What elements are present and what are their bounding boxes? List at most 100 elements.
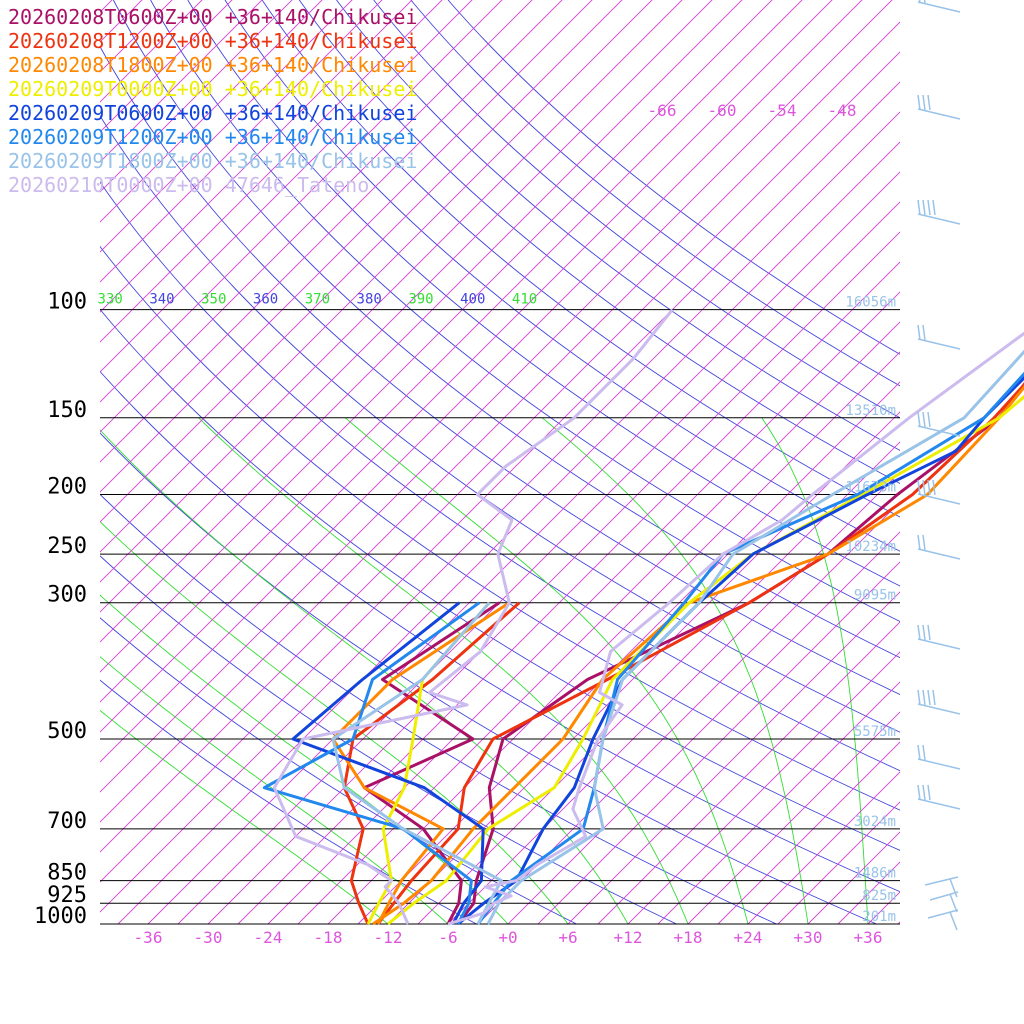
pressure-label: 925 bbox=[47, 883, 87, 908]
temperature-tick-label: +18 bbox=[674, 928, 703, 947]
isotherm-line bbox=[100, 0, 653, 553]
isotherm-line bbox=[177, 201, 900, 924]
wind-barb bbox=[917, 199, 961, 225]
isotherm-line bbox=[267, 291, 900, 924]
dry-adiabat-line bbox=[447, 0, 900, 355]
isotherm-line bbox=[1018, 0, 1024, 924]
isotherm-line bbox=[958, 0, 1024, 924]
legend: 20260208T0600Z+00 +36+140/Chikusei 202602… bbox=[8, 5, 417, 197]
pressure-label: 850 bbox=[47, 861, 87, 886]
isotherm-line bbox=[100, 0, 293, 193]
isotherm-line bbox=[777, 801, 900, 924]
temperature-profile bbox=[476, 371, 1024, 925]
isotherm-line bbox=[597, 621, 900, 924]
wind-barb bbox=[917, 784, 961, 810]
legend-entry: 20260208T1800Z+00 +36+140/Chikusei bbox=[8, 53, 417, 77]
temperature-tick-label: -18 bbox=[314, 928, 343, 947]
isotherm-line bbox=[627, 651, 900, 924]
wind-barb bbox=[924, 876, 959, 898]
isotherm-line bbox=[537, 561, 900, 924]
isotherm-line bbox=[297, 321, 900, 924]
pressure-label: 700 bbox=[47, 809, 87, 834]
temperature-tick-label: -66 bbox=[648, 101, 677, 120]
pressure-label: 250 bbox=[47, 534, 87, 559]
height-label: 5575m bbox=[854, 724, 896, 740]
isotherm-lines bbox=[0, 0, 1024, 924]
legend-entry: 20260209T1200Z+00 +36+140/Chikusei bbox=[8, 125, 417, 149]
wind-barb bbox=[917, 94, 961, 120]
isotherm-line bbox=[100, 0, 593, 493]
pressure-label: 500 bbox=[47, 719, 87, 744]
theta-label: 370 bbox=[305, 292, 330, 308]
isotherm-line bbox=[100, 111, 900, 913]
dewpoint-profile bbox=[262, 601, 481, 925]
legend-entry: 20260209T0000Z+00 +36+140/Chikusei bbox=[8, 77, 417, 101]
isotherm-line bbox=[100, 0, 893, 793]
dewpoint-profile bbox=[366, 601, 491, 925]
legend-entry: 20260210T0000Z+00 47646_Tateno bbox=[8, 173, 369, 197]
theta-label: 390 bbox=[408, 292, 433, 308]
wind-barb bbox=[917, 479, 961, 505]
moist-adiabat-line bbox=[100, 709, 389, 924]
dewpoint-profile bbox=[272, 308, 674, 925]
moist-adiabat-line bbox=[100, 594, 509, 924]
isotherm-line bbox=[100, 0, 413, 313]
isotherm-line bbox=[100, 81, 900, 883]
dry-adiabat-line bbox=[113, 0, 900, 659]
wind-barb bbox=[917, 689, 961, 715]
isotherm-line bbox=[207, 231, 900, 924]
dewpoint-profile bbox=[342, 601, 521, 925]
dry-adiabat-line bbox=[187, 0, 900, 587]
moist-adiabat-line bbox=[761, 417, 869, 924]
pressure-label: 1000 bbox=[34, 904, 87, 929]
isotherm-line bbox=[0, 0, 4, 924]
isotherm-line bbox=[567, 591, 900, 924]
isotherm-line bbox=[447, 471, 900, 924]
isotherm-line bbox=[897, 921, 900, 924]
theta-label: 340 bbox=[149, 292, 174, 308]
dry-adiabat-line bbox=[298, 0, 900, 484]
temperature-profile bbox=[486, 349, 1024, 925]
pressure-label: 100 bbox=[47, 290, 87, 315]
isotherm-line bbox=[100, 0, 443, 343]
wind-barbs bbox=[917, 0, 961, 931]
temperature-tick-label: +24 bbox=[734, 928, 763, 947]
isotherm-line bbox=[100, 0, 623, 523]
sounding-profiles bbox=[262, 308, 1024, 926]
wind-barb bbox=[917, 0, 961, 13]
height-label: 9095m bbox=[854, 588, 896, 604]
temperature-profile bbox=[457, 375, 1024, 926]
theta-label: 360 bbox=[253, 292, 278, 308]
dry-adiabat-line bbox=[100, 245, 900, 811]
temperature-tick-label: +0 bbox=[498, 928, 517, 947]
isotherm-line bbox=[100, 0, 713, 613]
dewpoint-profile bbox=[331, 601, 503, 925]
dry-adiabat-line bbox=[100, 432, 877, 924]
isotherm-line bbox=[100, 0, 533, 433]
height-label: 1486m bbox=[854, 866, 896, 882]
dry-adiabat-line bbox=[224, 0, 900, 552]
moist-adiabat-line bbox=[541, 417, 809, 924]
dry-adiabat-line bbox=[100, 115, 900, 733]
isotherm-line bbox=[100, 0, 473, 373]
temperature-tick-label: -54 bbox=[768, 101, 797, 120]
wind-barb bbox=[917, 534, 961, 560]
temperature-profile bbox=[372, 385, 1024, 926]
temperature-tick-label: +12 bbox=[614, 928, 643, 947]
isotherm-line bbox=[100, 0, 803, 703]
isotherm-line bbox=[100, 0, 353, 253]
theta-label: 400 bbox=[460, 292, 485, 308]
isotherm-line bbox=[100, 0, 743, 643]
pressure-label: 150 bbox=[47, 398, 87, 423]
height-label: 201m bbox=[862, 909, 896, 925]
isotherm-line bbox=[507, 531, 900, 924]
temperature-tick-label: -36 bbox=[134, 928, 163, 947]
wind-barb bbox=[917, 624, 961, 650]
temperature-tick-label: +30 bbox=[794, 928, 823, 947]
wind-barb bbox=[929, 891, 959, 913]
isotherm-line bbox=[100, 0, 563, 463]
theta-label: 410 bbox=[512, 292, 537, 308]
temperature-tick-label: -30 bbox=[194, 928, 223, 947]
pressure-label: 300 bbox=[47, 583, 87, 608]
legend-entry: 20260208T0600Z+00 +36+140/Chikusei bbox=[8, 5, 417, 29]
